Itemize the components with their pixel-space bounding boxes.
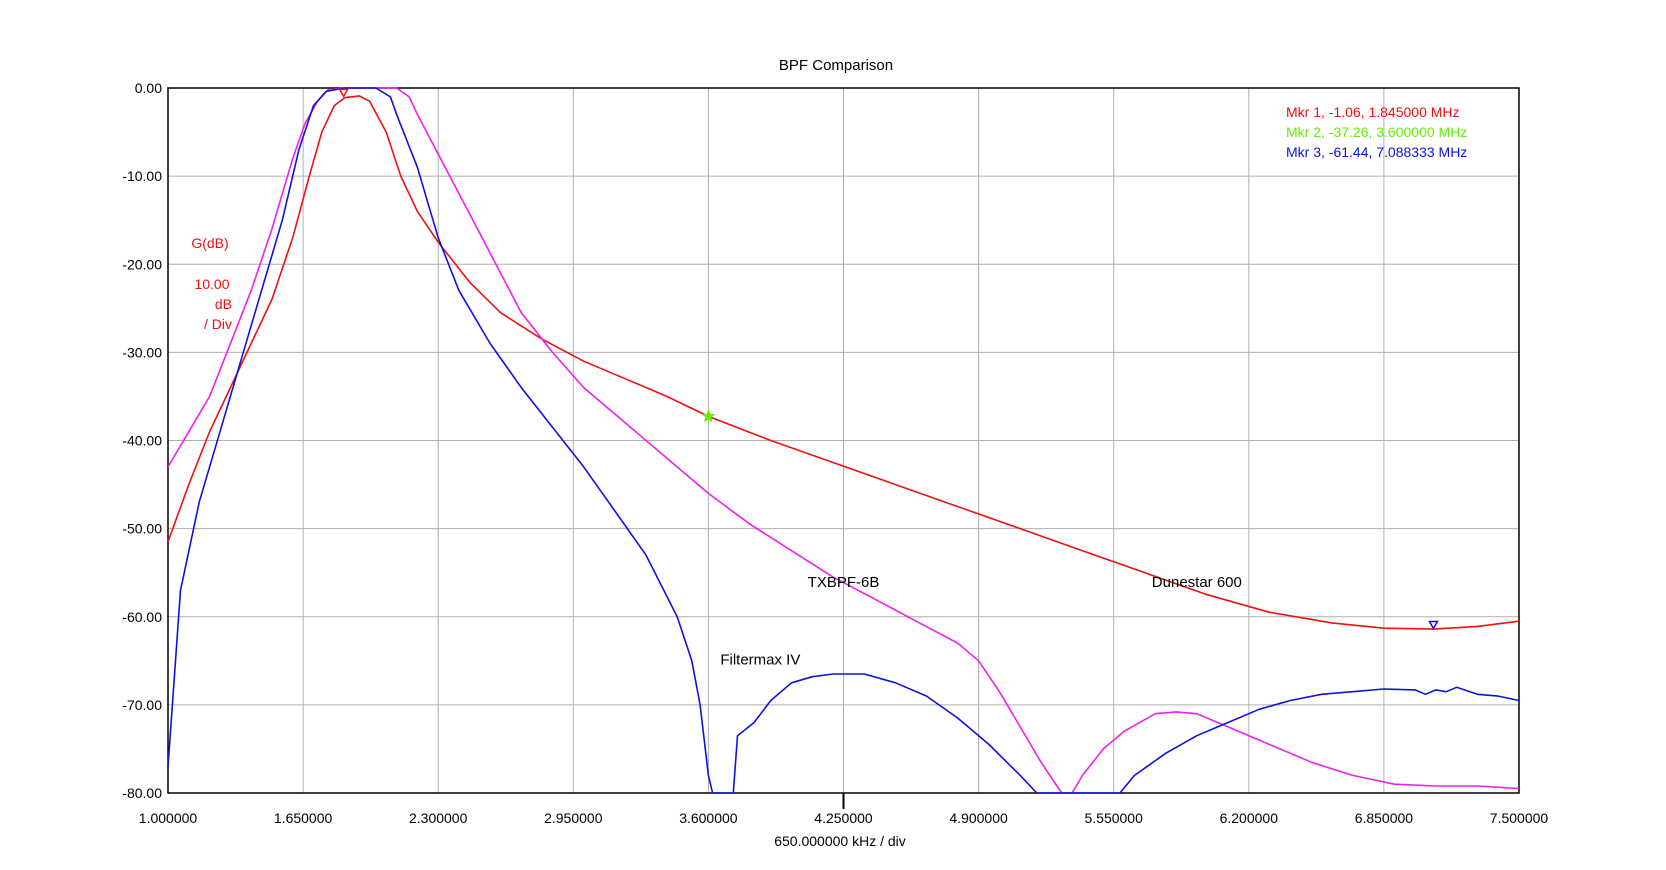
y-tick-label: 0.00 bbox=[135, 80, 162, 96]
x-tick-label: 2.300000 bbox=[409, 810, 468, 826]
y-axis-label: G(dB) 10.00 dB / Div bbox=[191, 235, 232, 332]
marker-readouts: Mkr 1, -1.06, 1.845000 MHz Mkr 2, -37.26,… bbox=[1286, 104, 1467, 160]
series-labels: Dunestar 600 TXBPF-6B Filtermax IV bbox=[720, 574, 1242, 669]
x-tick-label: 4.250000 bbox=[814, 810, 873, 826]
series-label: Dunestar 600 bbox=[1152, 574, 1242, 591]
x-axis-label: 650.000000 kHz / div bbox=[774, 833, 906, 849]
series-label: TXBPF-6B bbox=[808, 574, 880, 591]
x-tick-label: 1.650000 bbox=[274, 810, 333, 826]
series-line-0 bbox=[167, 95, 1520, 630]
marker-3 bbox=[1428, 620, 1439, 630]
chart-title: BPF Comparison bbox=[779, 57, 893, 74]
marker-readout: Mkr 2, -37.26, 3.600000 MHz bbox=[1286, 124, 1467, 140]
series-label: Filtermax IV bbox=[720, 651, 800, 668]
y-tick-label: -30.00 bbox=[122, 344, 162, 360]
x-tick-label: 3.600000 bbox=[679, 810, 738, 826]
x-axis-tick-labels: 1.000000 1.650000 2.300000 2.950000 3.600000… bbox=[139, 810, 1549, 826]
x-tick-label: 6.850000 bbox=[1355, 810, 1414, 826]
y-tick-label: -80.00 bbox=[122, 785, 162, 801]
y-axis-label-line: 10.00 bbox=[194, 276, 229, 292]
y-tick-label: -50.00 bbox=[122, 521, 162, 537]
y-tick-label: -60.00 bbox=[122, 609, 162, 625]
x-tick-label: 6.200000 bbox=[1220, 810, 1279, 826]
marker-readout: Mkr 3, -61.44, 7.088333 MHz bbox=[1286, 144, 1467, 160]
y-tick-label: -10.00 bbox=[122, 168, 162, 184]
y-tick-label: -20.00 bbox=[122, 256, 162, 272]
y-axis-label-line: dB bbox=[215, 296, 232, 312]
series-line-2 bbox=[167, 87, 1520, 794]
x-tick-label: 1.000000 bbox=[139, 810, 198, 826]
plot-frame bbox=[167, 87, 1520, 809]
marker-readout: Mkr 1, -1.06, 1.845000 MHz bbox=[1286, 104, 1460, 120]
y-tick-label: -40.00 bbox=[122, 433, 162, 449]
x-tick-label: 7.500000 bbox=[1490, 810, 1549, 826]
x-tick-label: 5.550000 bbox=[1084, 810, 1143, 826]
y-axis-label-line: / Div bbox=[204, 316, 232, 332]
grid bbox=[167, 87, 1520, 794]
x-tick-label: 2.950000 bbox=[544, 810, 603, 826]
series-group bbox=[167, 87, 1520, 794]
x-tick-label: 4.900000 bbox=[949, 810, 1008, 826]
marker-1 bbox=[338, 88, 349, 98]
marker-2 bbox=[701, 409, 716, 423]
y-axis-label-line: G(dB) bbox=[191, 235, 228, 251]
y-tick-label: -70.00 bbox=[122, 697, 162, 713]
y-axis-tick-labels: 0.00 -10.00 -20.00 -30.00 -40.00 -50.00 -60.00… bbox=[122, 80, 162, 801]
markers bbox=[338, 88, 1439, 630]
